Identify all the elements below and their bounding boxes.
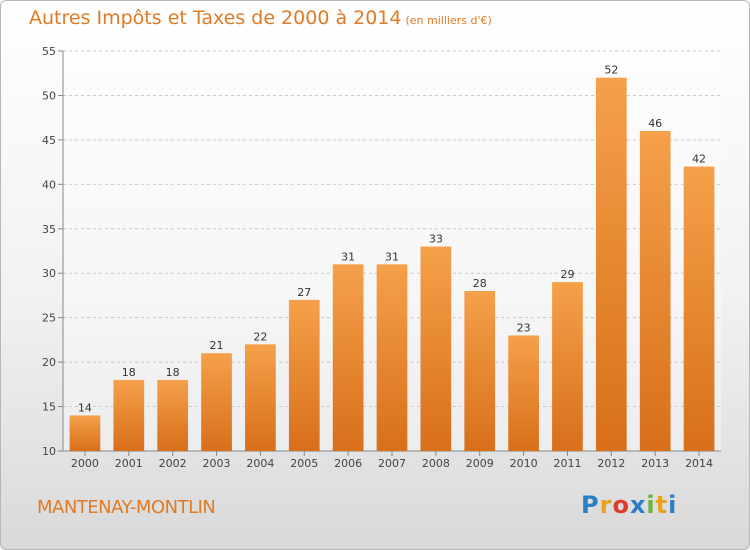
bar (683, 166, 715, 452)
bar-value-label: 27 (297, 286, 311, 299)
x-tick-label: 2004 (246, 457, 274, 470)
logo-letter: t (655, 491, 669, 519)
bar-value-label: 31 (341, 250, 355, 263)
bar-value-label: 14 (78, 401, 92, 414)
bar (113, 379, 145, 451)
y-tick-label: 35 (42, 223, 56, 236)
chart-title: Autres Impôts et Taxes de 2000 à 2014 (en… (29, 7, 492, 29)
logo-letter: i (668, 491, 678, 519)
y-tick-label: 10 (42, 445, 56, 458)
chart-subtitle: (en milliers d'€) (405, 14, 492, 27)
x-tick-label: 2010 (510, 457, 538, 470)
bar (464, 291, 496, 451)
x-tick-label: 2000 (71, 457, 99, 470)
bar (332, 264, 364, 451)
x-tick-label: 2013 (641, 457, 669, 470)
bar-value-label: 28 (473, 277, 487, 290)
y-tick-label: 20 (42, 356, 56, 369)
bar-value-label: 21 (210, 339, 224, 352)
y-tick-label: 30 (42, 267, 56, 280)
bar (595, 77, 627, 452)
x-tick-label: 2001 (115, 457, 143, 470)
x-tick-label: 2009 (466, 457, 494, 470)
bar (420, 246, 452, 451)
logo-letter: i (646, 491, 656, 519)
x-tick-label: 2002 (159, 457, 187, 470)
logo-letter: P (581, 491, 600, 519)
y-tick-label: 50 (42, 89, 56, 102)
y-tick-label: 40 (42, 178, 56, 191)
bar (288, 299, 320, 451)
y-tick-label: 45 (42, 134, 56, 147)
y-tick-label: 15 (42, 401, 56, 414)
x-tick-label: 2014 (685, 457, 713, 470)
proxiti-logo: Proxiti (581, 491, 677, 519)
y-tick-label: 55 (42, 45, 56, 58)
logo-letter: o (612, 491, 630, 519)
bar (508, 335, 539, 451)
bar (639, 131, 671, 451)
town-name: MANTENAY-MONTLIN (37, 497, 216, 518)
x-tick-label: 2011 (553, 457, 581, 470)
bar-value-label: 18 (166, 366, 180, 379)
x-tick-label: 2007 (378, 457, 406, 470)
bar-value-label: 52 (604, 64, 618, 77)
x-tick-label: 2006 (334, 457, 362, 470)
y-tick-label: 25 (42, 312, 56, 325)
bar-value-label: 42 (692, 153, 706, 166)
x-tick-label: 2012 (597, 457, 625, 470)
logo-letter: x (629, 491, 647, 519)
bar (376, 264, 408, 451)
x-tick-label: 2003 (203, 457, 231, 470)
bar (552, 282, 583, 451)
x-tick-label: 2008 (422, 457, 450, 470)
bar-value-label: 33 (429, 233, 443, 246)
bar-value-label: 46 (648, 117, 662, 130)
bar-value-label: 22 (253, 330, 267, 343)
bar-value-label: 18 (122, 366, 136, 379)
bar-value-label: 31 (385, 250, 399, 263)
bar-value-label: 29 (560, 268, 574, 281)
title-text: Autres Impôts et Taxes de 2000 à 2014 (29, 7, 402, 29)
x-tick-label: 2005 (290, 457, 318, 470)
bar (69, 415, 101, 451)
bar (245, 344, 276, 451)
bar (201, 353, 232, 451)
logo-letter: r (599, 491, 613, 519)
bar (157, 379, 189, 451)
bar-value-label: 23 (517, 321, 531, 334)
